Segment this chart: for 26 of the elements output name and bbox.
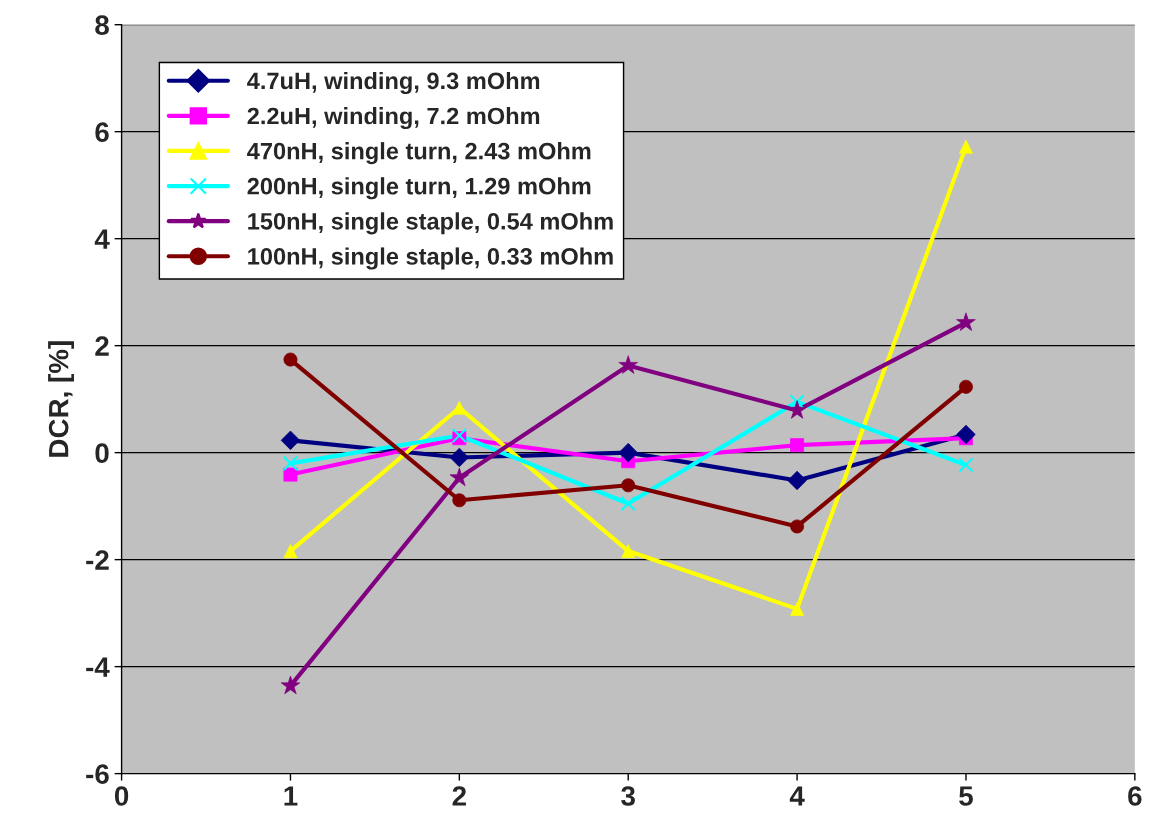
y-tick-label: -4 xyxy=(86,657,110,677)
y-tick-label: 0 xyxy=(95,443,109,463)
y-tick-label: 4 xyxy=(94,229,110,249)
x-tick-label: 4 xyxy=(789,786,805,806)
point xyxy=(451,427,467,444)
x-tick-label: 1 xyxy=(284,786,298,806)
x-tick-label: 5 xyxy=(959,786,973,806)
legend-label: 150nH, single staple, 0.54 mOhm xyxy=(248,212,613,235)
x-tick-label: 2 xyxy=(452,786,466,806)
y-tick-label: -2 xyxy=(86,550,109,570)
point xyxy=(620,495,636,512)
x-tick-label: 3 xyxy=(621,786,635,806)
y-axis-title: DCR, [%] xyxy=(48,341,74,457)
legend-label: 200nH, single turn, 1.29 mOhm xyxy=(247,177,591,200)
legend-label: 100nH, single staple, 0.33 mOhm xyxy=(248,247,613,270)
y-tick-label: 8 xyxy=(95,15,109,36)
y-tick-label: -6 xyxy=(86,764,109,784)
y-tick-label: 6 xyxy=(95,122,109,143)
y-tick-label: 2 xyxy=(95,336,109,356)
point xyxy=(958,457,974,473)
x-tick-label: 0 xyxy=(114,786,129,806)
legend-label: 470nH, single turn, 2.43 mOhm xyxy=(247,142,591,165)
legend-label: 4.7uH, winding, 9.3 mOhm xyxy=(247,71,540,95)
x-tick-label: 6 xyxy=(1128,786,1142,806)
legend-label: 2.2uH, winding, 7.2 mOhm xyxy=(247,107,540,130)
point xyxy=(282,455,299,471)
